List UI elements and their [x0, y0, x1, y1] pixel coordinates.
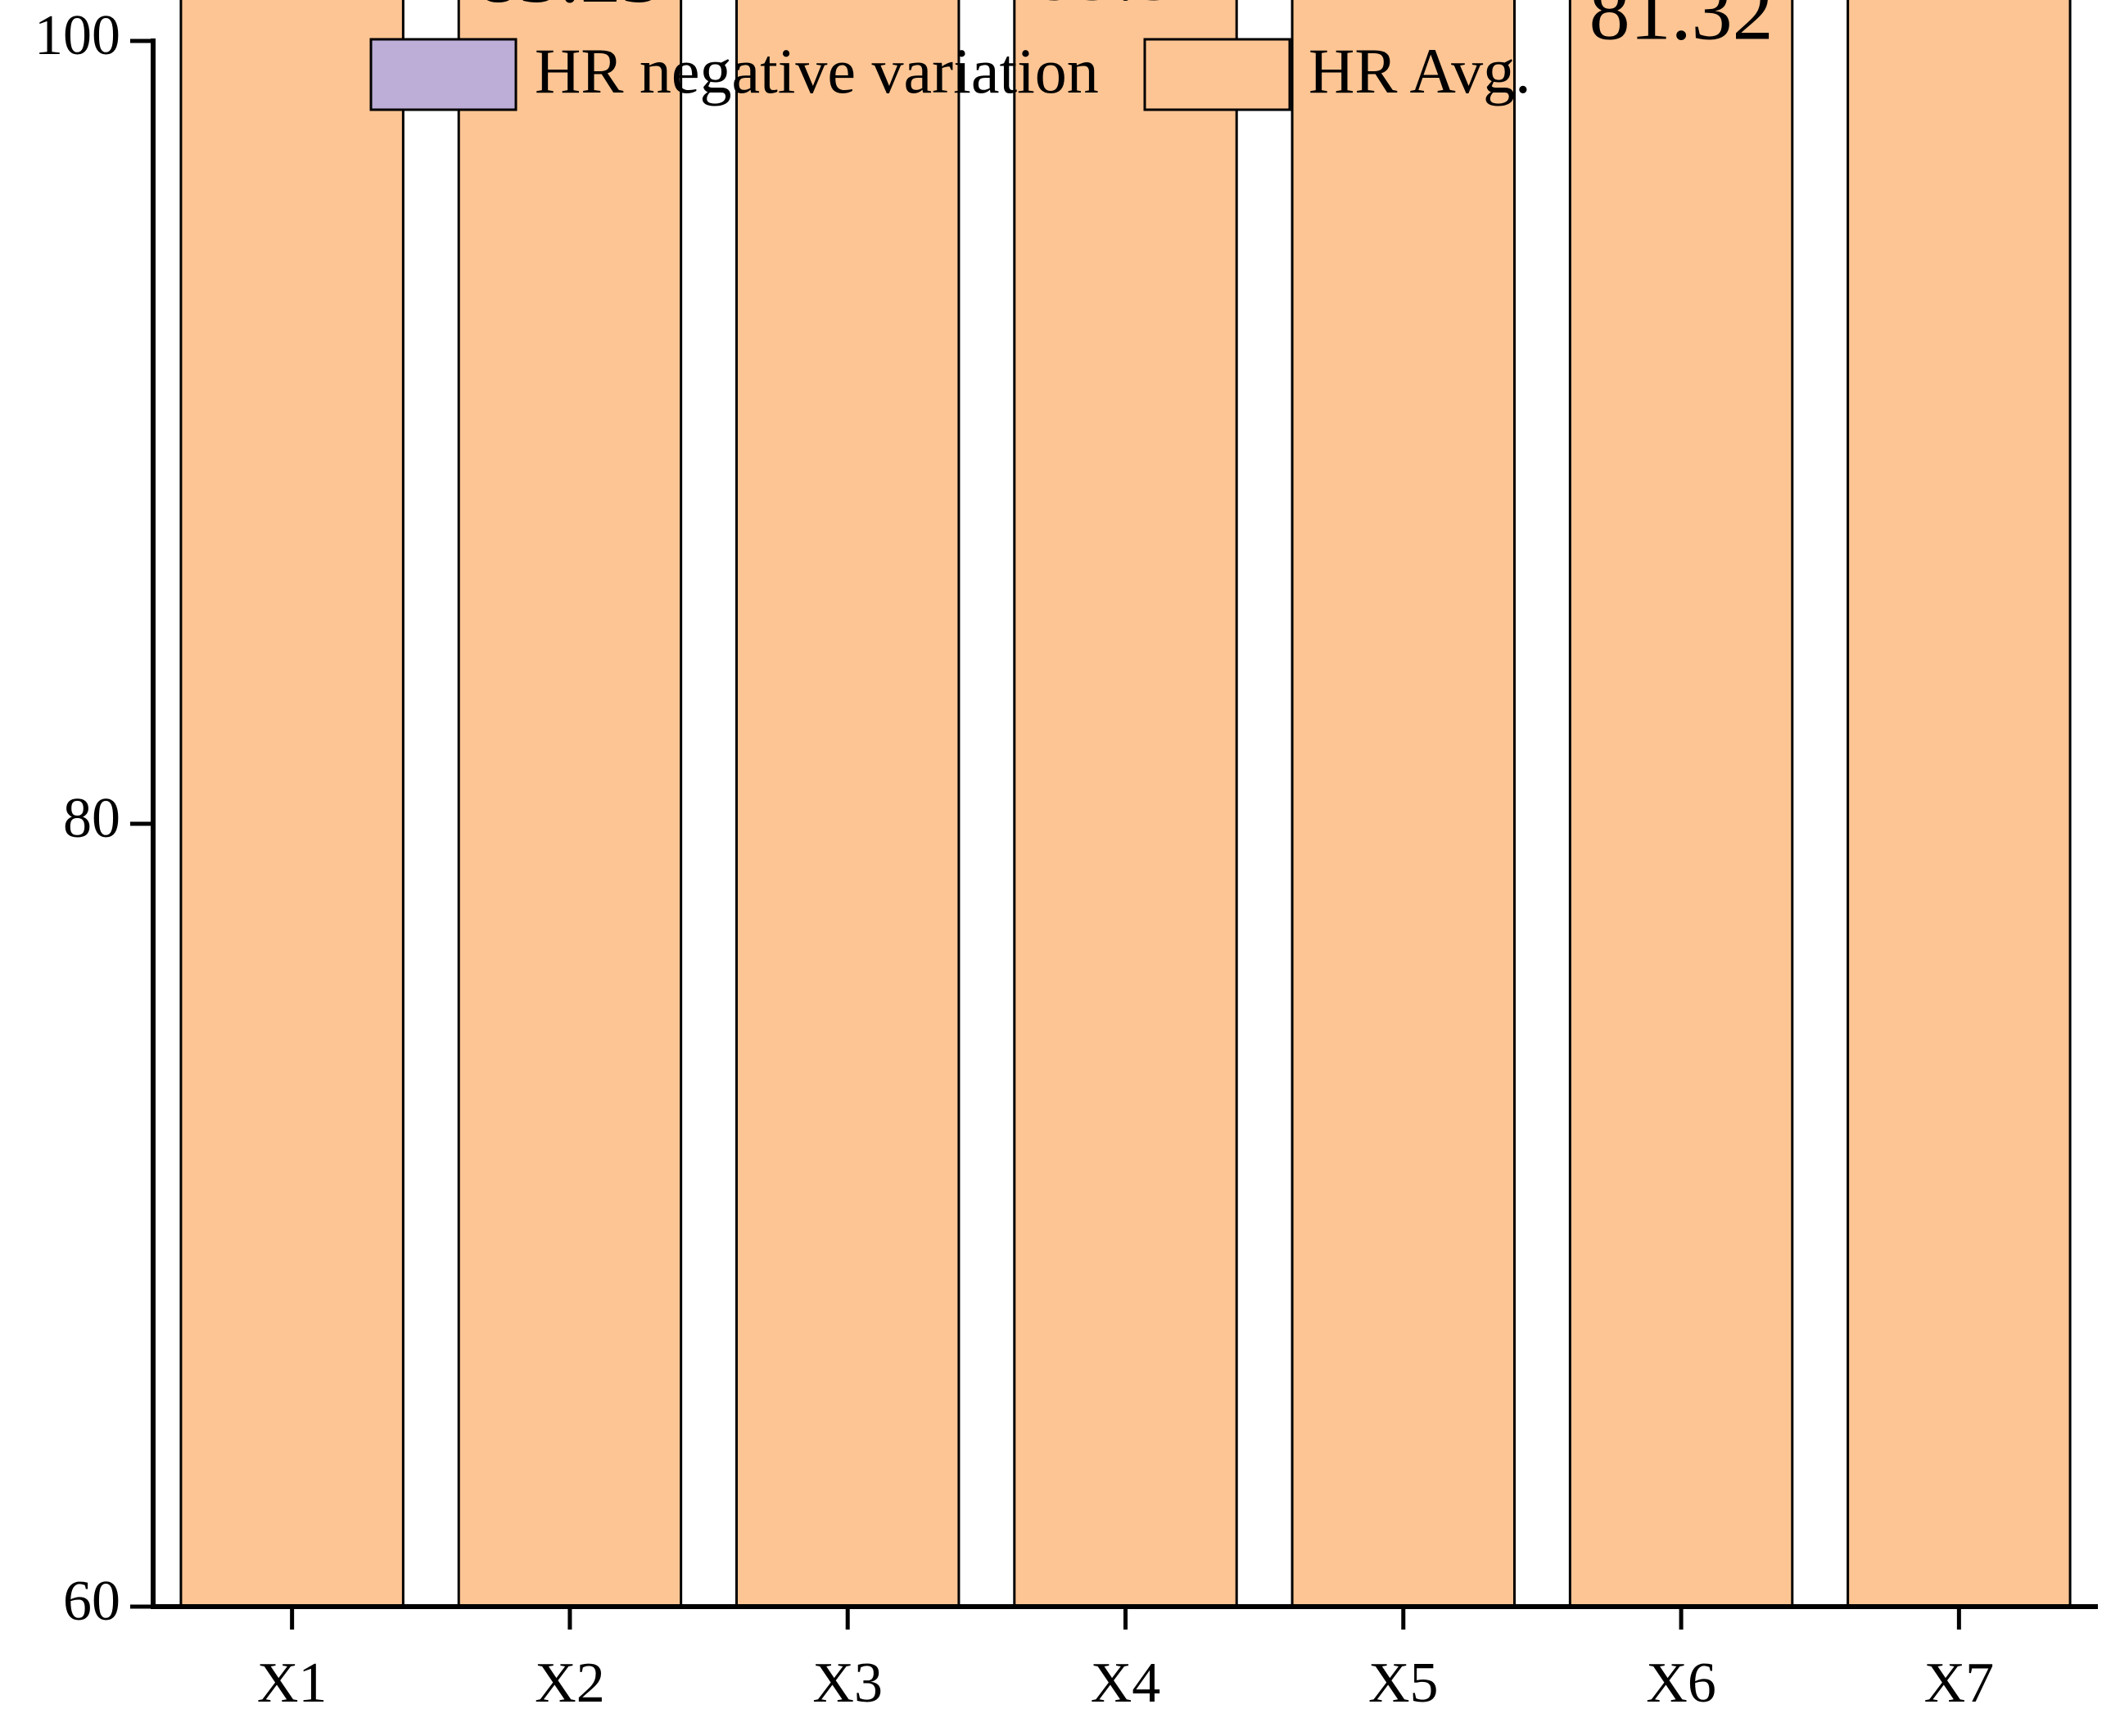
y-tick-label: 60 [63, 1570, 120, 1633]
legend-label: HR negative variation [535, 35, 1099, 106]
data-label: 84.18 [1867, 0, 2051, 1]
legend-swatch [1143, 38, 1291, 111]
x-tick-label: X3 [812, 1652, 883, 1715]
x-tick-label: X6 [1646, 1652, 1716, 1715]
x-tick-label: X2 [535, 1652, 605, 1715]
y-tick-label: 80 [63, 787, 120, 850]
bar-segment [1291, 0, 1516, 1608]
y-tick-label: 100 [34, 4, 120, 67]
bar-segment [1568, 0, 1794, 1608]
legend-swatch [369, 38, 518, 111]
x-tick-label: X5 [1368, 1652, 1439, 1715]
x-tick-label: X1 [257, 1652, 328, 1715]
bar-segment [1013, 0, 1238, 1608]
x-tick-label: X7 [1924, 1652, 1995, 1715]
data-label: 81.32 [1589, 0, 1774, 57]
legend-label: HR Avg. [1309, 35, 1531, 106]
data-label: 83.32 [1033, 0, 1218, 18]
bar-segment [735, 0, 961, 1608]
bar-segment [179, 0, 405, 1608]
data-label: 83.91 [1311, 0, 1495, 7]
x-tick-label: X4 [1091, 1652, 1161, 1715]
data-label: 83.23 [477, 0, 662, 20]
data-label: 83.95 [756, 0, 940, 6]
bar-segment [457, 0, 683, 1608]
bar-segment [1847, 0, 2072, 1608]
data-label: 83.5 [220, 0, 364, 14]
